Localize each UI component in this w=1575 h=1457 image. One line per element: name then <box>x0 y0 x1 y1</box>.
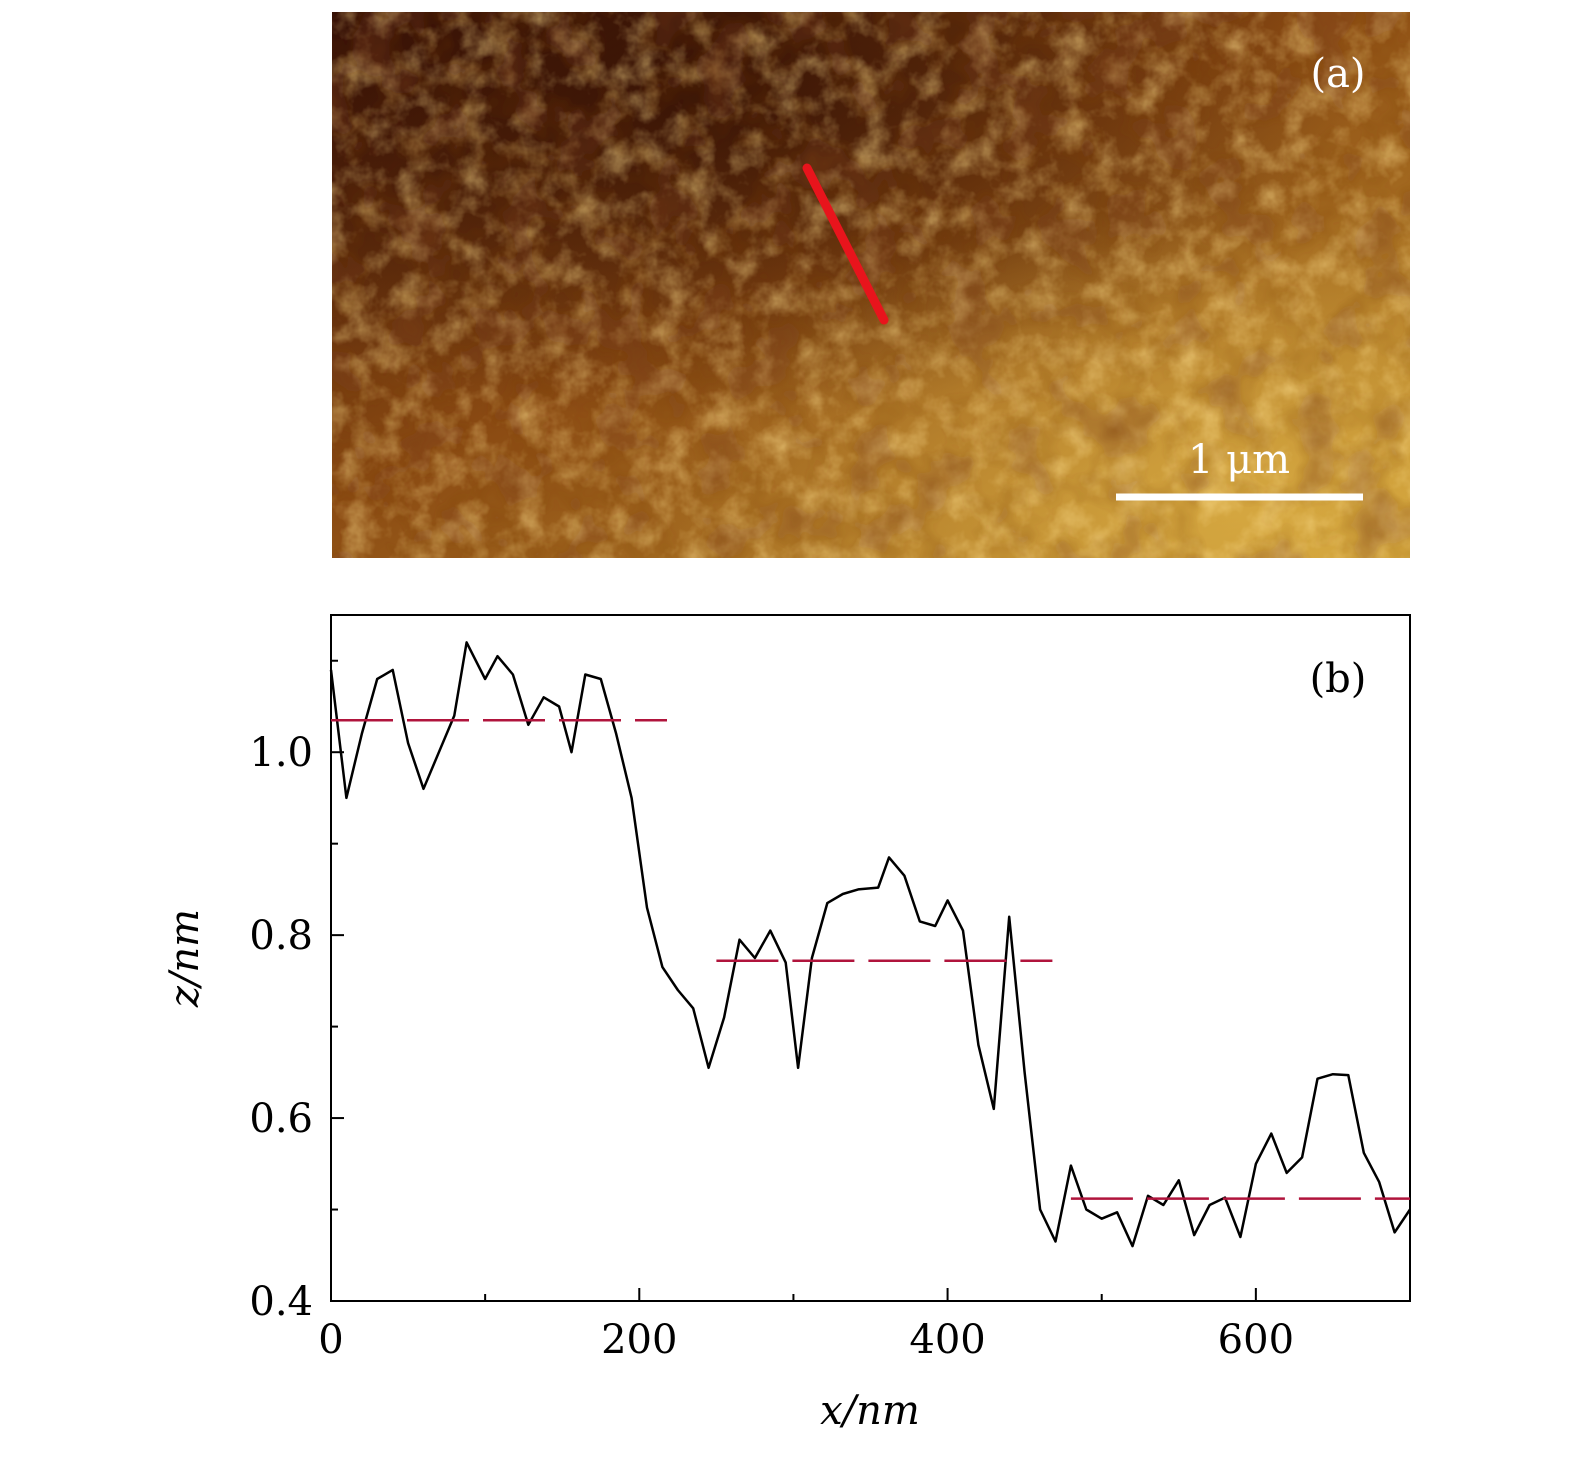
x-tick-label: 200 <box>601 1317 677 1363</box>
height-profile-line <box>329 641 1412 1248</box>
profile-line-cut <box>802 163 889 325</box>
x-tick-label: 0 <box>318 1317 343 1363</box>
y-axis-label: z/nm <box>162 909 208 1008</box>
plot-frame <box>330 614 1411 1302</box>
y-tick-label: 0.4 <box>249 1279 313 1325</box>
y-tick-label: 0.6 <box>249 1096 313 1142</box>
height-profile-chart: 0 200 400 600 0.4 0.6 0.8 1.0 (b) x/nm z/nm <box>162 614 1412 1434</box>
x-tick-label: 400 <box>909 1317 985 1363</box>
panel-a-label: (a) <box>1310 51 1365 97</box>
scale-bar-label: 1 μm <box>1188 437 1290 483</box>
x-axis-ticks <box>330 1288 1257 1301</box>
x-axis-tick-labels: 0 200 400 600 <box>318 1317 1294 1363</box>
afm-image-panel: 1 μm (a) <box>332 12 1410 558</box>
x-tick-label: 600 <box>1218 1317 1294 1363</box>
x-axis-label: x/nm <box>820 1388 920 1434</box>
y-tick-label: 0.8 <box>249 913 313 959</box>
series-layer <box>329 641 1412 1248</box>
y-axis-ticks <box>331 659 344 1302</box>
y-tick-label: 1.0 <box>249 730 313 776</box>
y-axis-tick-labels: 0.4 0.6 0.8 1.0 <box>249 730 313 1325</box>
panel-b-label: (b) <box>1310 656 1367 702</box>
